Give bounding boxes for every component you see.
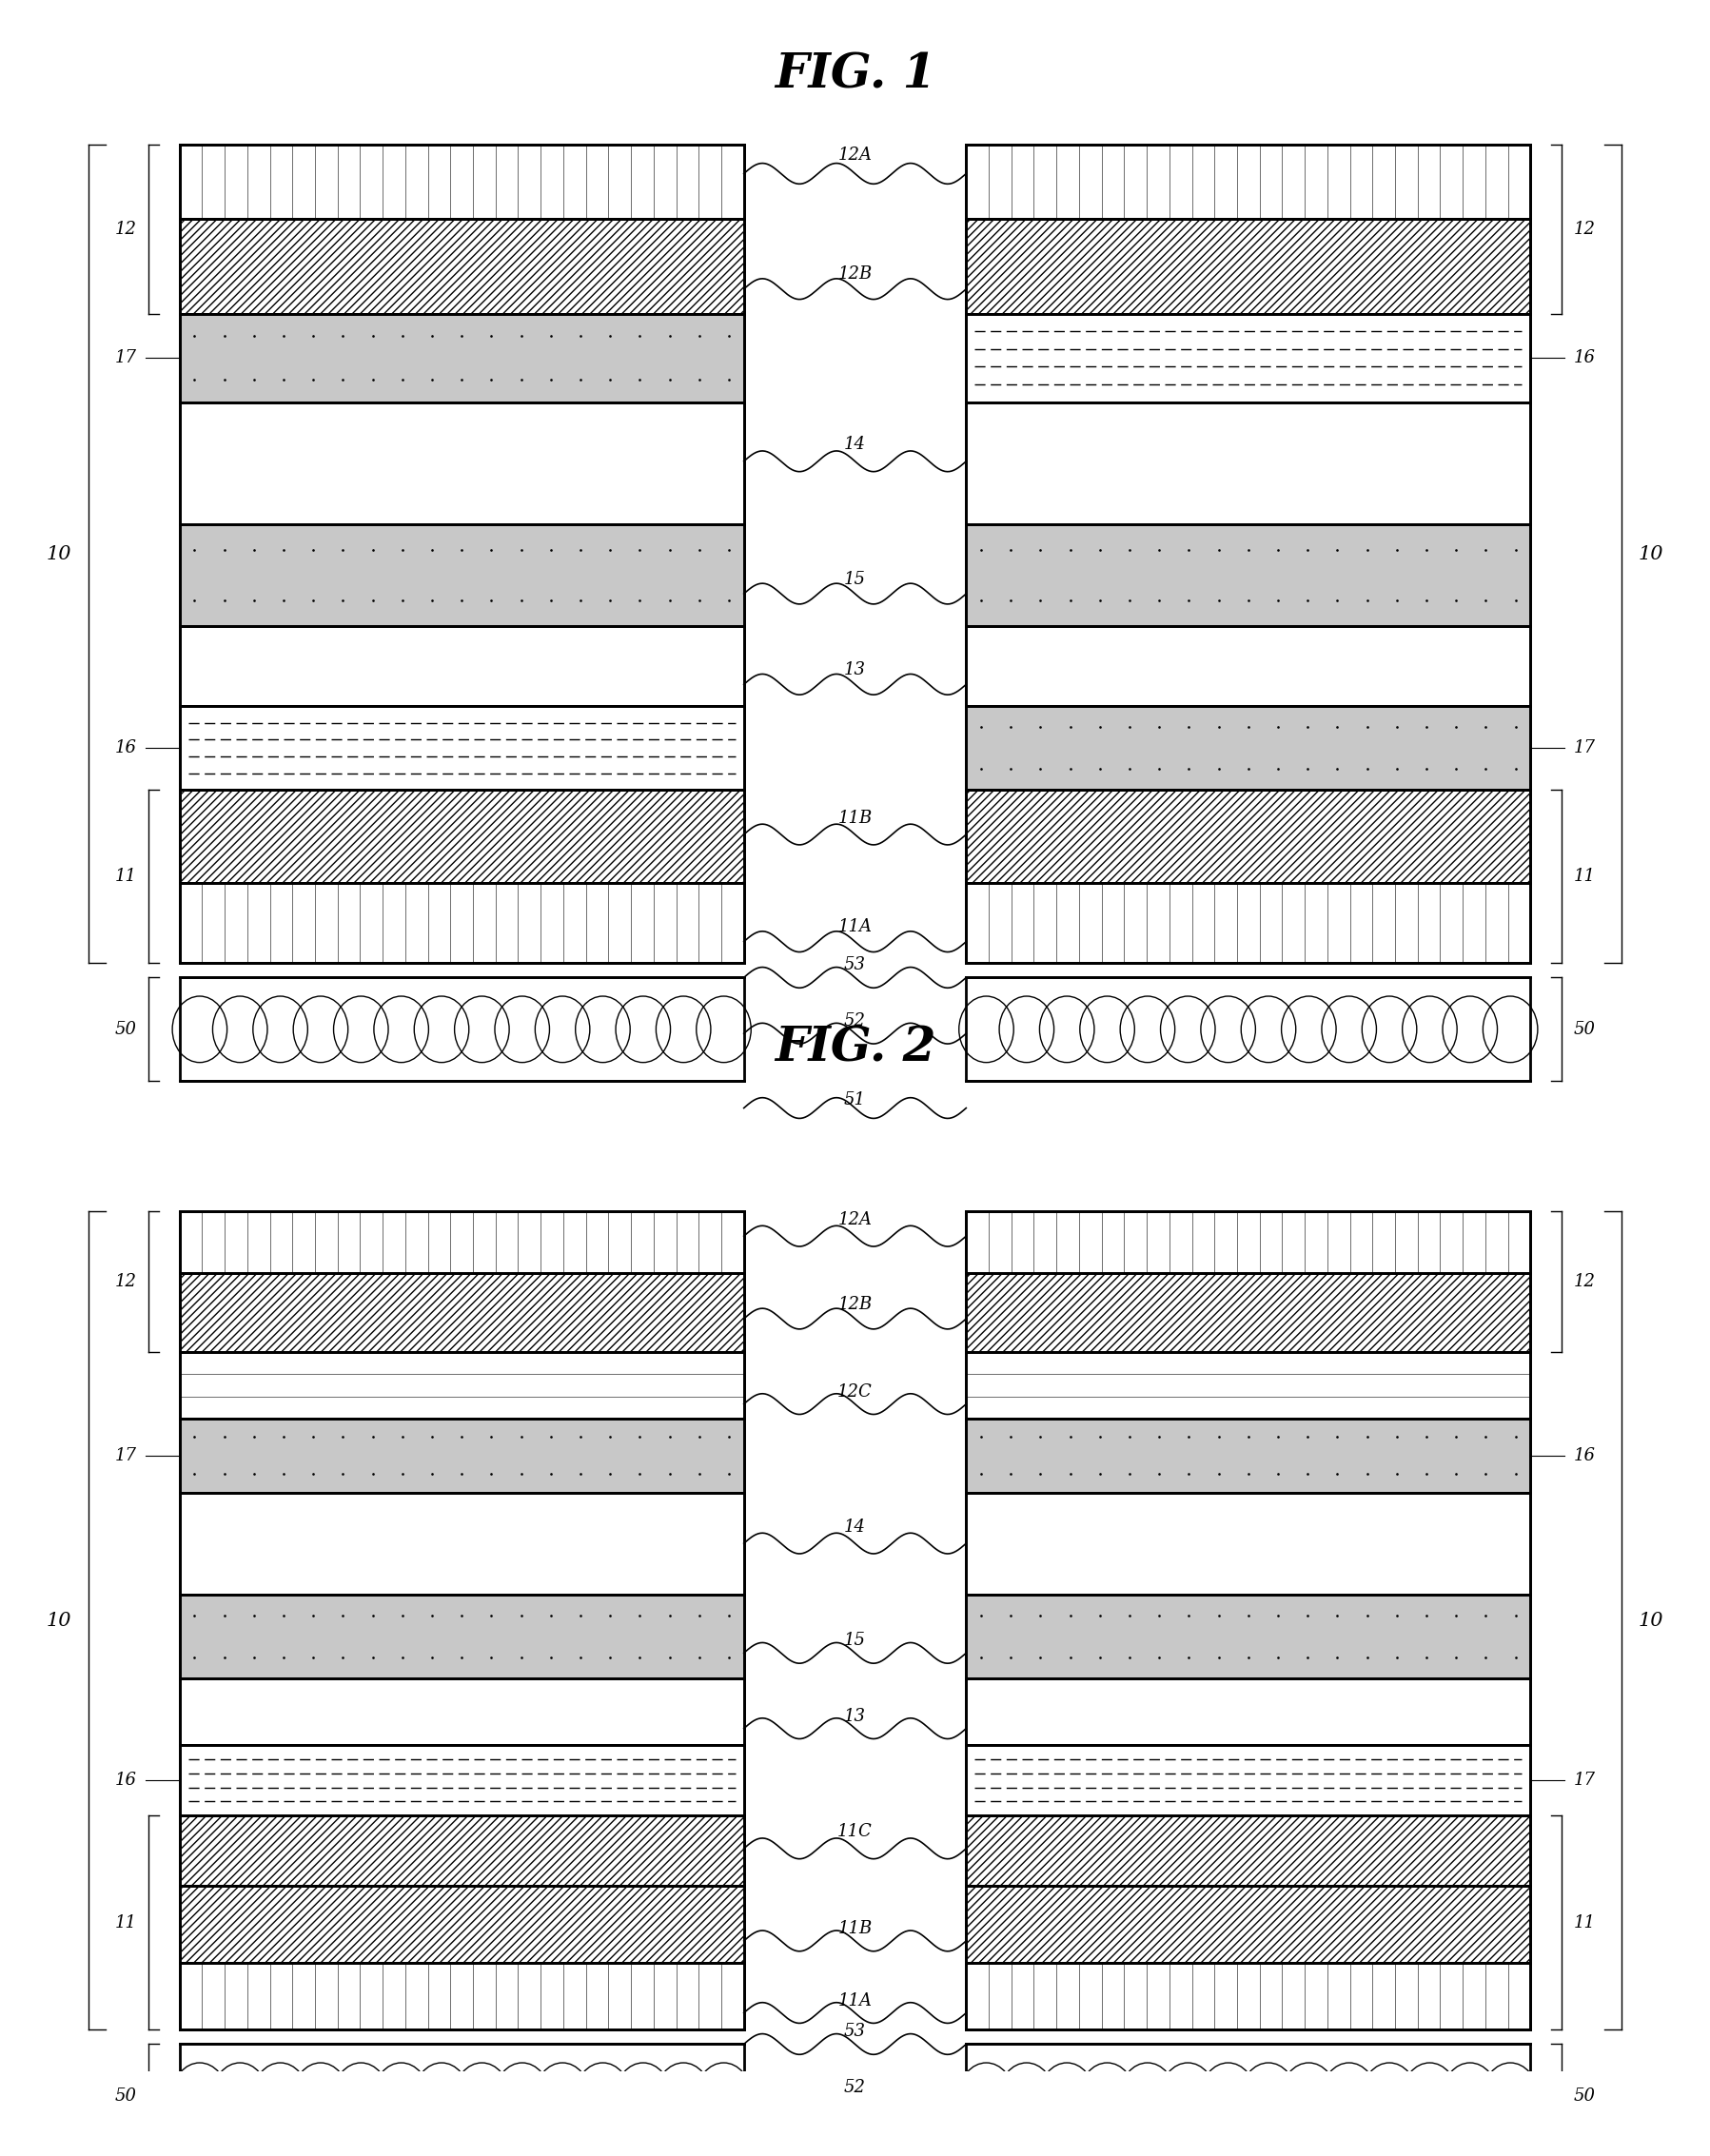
Text: 12: 12: [115, 220, 137, 237]
Text: 50: 50: [115, 2087, 137, 2104]
Bar: [180, 144, 744, 964]
Bar: [180, 1962, 744, 2029]
Text: 50: 50: [1573, 2087, 1595, 2104]
Bar: [180, 1212, 744, 2029]
Bar: [966, 977, 1530, 1080]
Text: 17: 17: [1573, 740, 1595, 757]
Bar: [180, 884, 744, 964]
Text: 52: 52: [845, 1013, 865, 1031]
Bar: [966, 1815, 1530, 1886]
Text: 14: 14: [845, 436, 865, 453]
Text: 16: 16: [1573, 349, 1595, 367]
Bar: [180, 2044, 744, 2147]
Bar: [180, 524, 744, 625]
Bar: [180, 977, 744, 1080]
Bar: [180, 1744, 744, 1815]
Text: 53: 53: [845, 2022, 865, 2040]
Text: 50: 50: [115, 1020, 137, 1037]
Bar: [966, 1272, 1530, 1352]
Bar: [966, 1593, 1530, 1680]
Bar: [966, 789, 1530, 884]
Text: 12A: 12A: [838, 147, 872, 164]
Bar: [180, 1492, 744, 1593]
Bar: [966, 1744, 1530, 1815]
Bar: [180, 1419, 744, 1492]
Bar: [966, 1492, 1530, 1593]
Bar: [966, 1352, 1530, 1419]
Bar: [966, 1962, 1530, 2029]
Text: 12C: 12C: [838, 1382, 872, 1399]
Text: 10: 10: [46, 1611, 72, 1630]
Bar: [966, 625, 1530, 705]
Bar: [180, 1886, 744, 1962]
Bar: [966, 1886, 1530, 1962]
Text: 12: 12: [1573, 1274, 1595, 1289]
Text: 14: 14: [845, 1518, 865, 1535]
Bar: [966, 884, 1530, 964]
Bar: [966, 313, 1530, 403]
Text: 10: 10: [46, 545, 72, 563]
Text: 12: 12: [1573, 220, 1595, 237]
Text: 10: 10: [1638, 1611, 1664, 1630]
Text: 17: 17: [115, 1447, 137, 1464]
Text: 16: 16: [115, 740, 137, 757]
Text: 12B: 12B: [838, 1296, 872, 1313]
Bar: [180, 1212, 744, 1272]
Bar: [966, 2044, 1530, 2147]
Bar: [180, 705, 744, 789]
Text: 11: 11: [1573, 869, 1595, 886]
Text: 11: 11: [1573, 1915, 1595, 1932]
Bar: [180, 1352, 744, 1419]
Text: 50: 50: [1573, 1020, 1595, 1037]
Text: 12B: 12B: [838, 265, 872, 282]
Text: 51: 51: [845, 1091, 865, 1108]
Text: 17: 17: [115, 349, 137, 367]
Bar: [966, 524, 1530, 625]
Bar: [180, 1593, 744, 1680]
Bar: [180, 789, 744, 884]
Text: 13: 13: [845, 1708, 865, 1725]
Bar: [180, 313, 744, 403]
Text: 11A: 11A: [838, 1992, 872, 2009]
Bar: [180, 1272, 744, 1352]
Text: 15: 15: [845, 571, 865, 589]
Text: 11B: 11B: [838, 1919, 872, 1936]
Text: 17: 17: [1573, 1772, 1595, 1789]
Text: 12: 12: [115, 1274, 137, 1289]
Text: 10: 10: [1638, 545, 1664, 563]
Text: 12A: 12A: [838, 1212, 872, 1229]
Bar: [966, 144, 1530, 964]
Text: 13: 13: [845, 662, 865, 679]
Bar: [966, 403, 1530, 524]
Text: FIG. 2: FIG. 2: [775, 1026, 935, 1072]
Bar: [180, 1815, 744, 1886]
Text: 11B: 11B: [838, 808, 872, 826]
Text: 11A: 11A: [838, 918, 872, 936]
Bar: [180, 1680, 744, 1744]
Text: 16: 16: [115, 1772, 137, 1789]
Bar: [180, 144, 744, 218]
Text: 16: 16: [1573, 1447, 1595, 1464]
Text: FIG. 1: FIG. 1: [775, 52, 935, 99]
Bar: [180, 625, 744, 705]
Bar: [966, 705, 1530, 789]
Text: 11: 11: [115, 1915, 137, 1932]
Text: 52: 52: [845, 2078, 865, 2096]
Text: 53: 53: [845, 957, 865, 975]
Bar: [966, 1419, 1530, 1492]
Text: 11C: 11C: [838, 1824, 872, 1841]
Bar: [966, 1212, 1530, 1272]
Bar: [966, 1212, 1530, 2029]
Bar: [966, 144, 1530, 218]
Bar: [180, 218, 744, 313]
Bar: [966, 218, 1530, 313]
Text: 11: 11: [115, 869, 137, 886]
Text: 15: 15: [845, 1632, 865, 1649]
Bar: [180, 403, 744, 524]
Bar: [966, 1680, 1530, 1744]
